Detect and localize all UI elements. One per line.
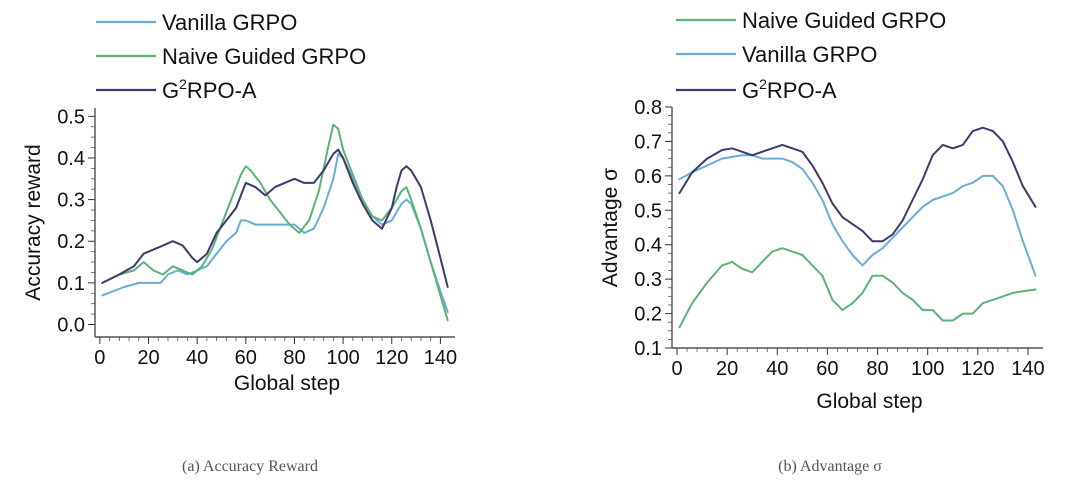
x-tick-label: 40 [186,347,208,369]
x-tick-label: 20 [137,347,159,369]
legend-label-main: G [742,78,759,103]
x-axis-label: Global step [234,372,340,395]
x-tick-label: 0 [671,358,682,380]
x-tick-label: 20 [716,358,738,380]
x-tick-label: 0 [94,347,105,369]
x-tick-label: 140 [1011,358,1044,380]
legend-label: Vanilla GRPO [162,10,297,35]
y-tick-label: 0.4 [634,235,662,257]
legend-label: Naive Guided GRPO [742,8,946,33]
y-tick-label: 0.1 [57,273,85,295]
legend-label-superscript: 2 [759,76,767,92]
y-tick-label: 0.3 [634,269,662,291]
x-tick-label: 40 [766,358,788,380]
x-tick-label: 80 [283,347,305,369]
figure-caption: (a) Accuracy Reward [182,458,318,475]
x-tick-label: 60 [235,347,257,369]
figure-caption: (b) Advantage σ [778,458,882,475]
legend-label: Naive Guided GRPO [162,44,366,69]
legend-label: G2RPO-A [162,76,257,103]
x-tick-label: 100 [326,347,359,369]
y-tick-label: 0.4 [57,148,85,170]
plot-area [95,108,455,337]
x-tick-label: 120 [375,347,408,369]
legend-label-main: G [162,78,179,103]
x-tick-label: 120 [961,358,994,380]
y-tick-label: 0.1 [634,338,662,360]
y-axis-label: Accuracy reward [22,144,45,300]
series-line-g2rpo [101,148,449,288]
y-tick-label: 0.8 [634,97,662,119]
x-tick-label: 100 [911,358,944,380]
series-line-g2rpo [678,126,1037,243]
series-line-naive [678,247,1037,329]
y-tick-label: 0.5 [634,200,662,222]
y-tick-label: 0.0 [57,315,85,337]
x-tick-label: 80 [866,358,888,380]
x-tick-label: 140 [424,347,457,369]
y-tick-label: 0.5 [57,106,85,128]
y-tick-label: 0.2 [634,304,662,326]
panel-accuracy-reward: 0 20 40 60 80 100 120 140 0.0 0.1 0.2 0.3 0.4 0.5 Vani… [22,10,457,475]
y-tick-label: 0.7 [634,131,662,153]
legend-label: G2RPO-A [742,76,837,103]
y-tick-label: 0.2 [57,231,85,253]
panel-advantage-sigma: 0 20 40 60 80 100 120 140 0.1 0.2 0.3 0.4 0.5 0.6 0.7 0… [599,8,1045,475]
x-tick-label: 60 [816,358,838,380]
series-line-naive [101,123,449,322]
legend-label: Vanilla GRPO [742,42,877,67]
y-tick-label: 0.3 [57,190,85,212]
legend-label-tail: RPO-A [187,78,257,103]
x-axis-label: Global step [816,390,922,413]
legend-label-superscript: 2 [179,76,187,92]
y-axis-label: Advantage σ [599,168,622,287]
legend-label-tail: RPO-A [767,78,837,103]
series-line-vanilla [678,154,1037,277]
y-tick-label: 0.6 [634,166,662,188]
